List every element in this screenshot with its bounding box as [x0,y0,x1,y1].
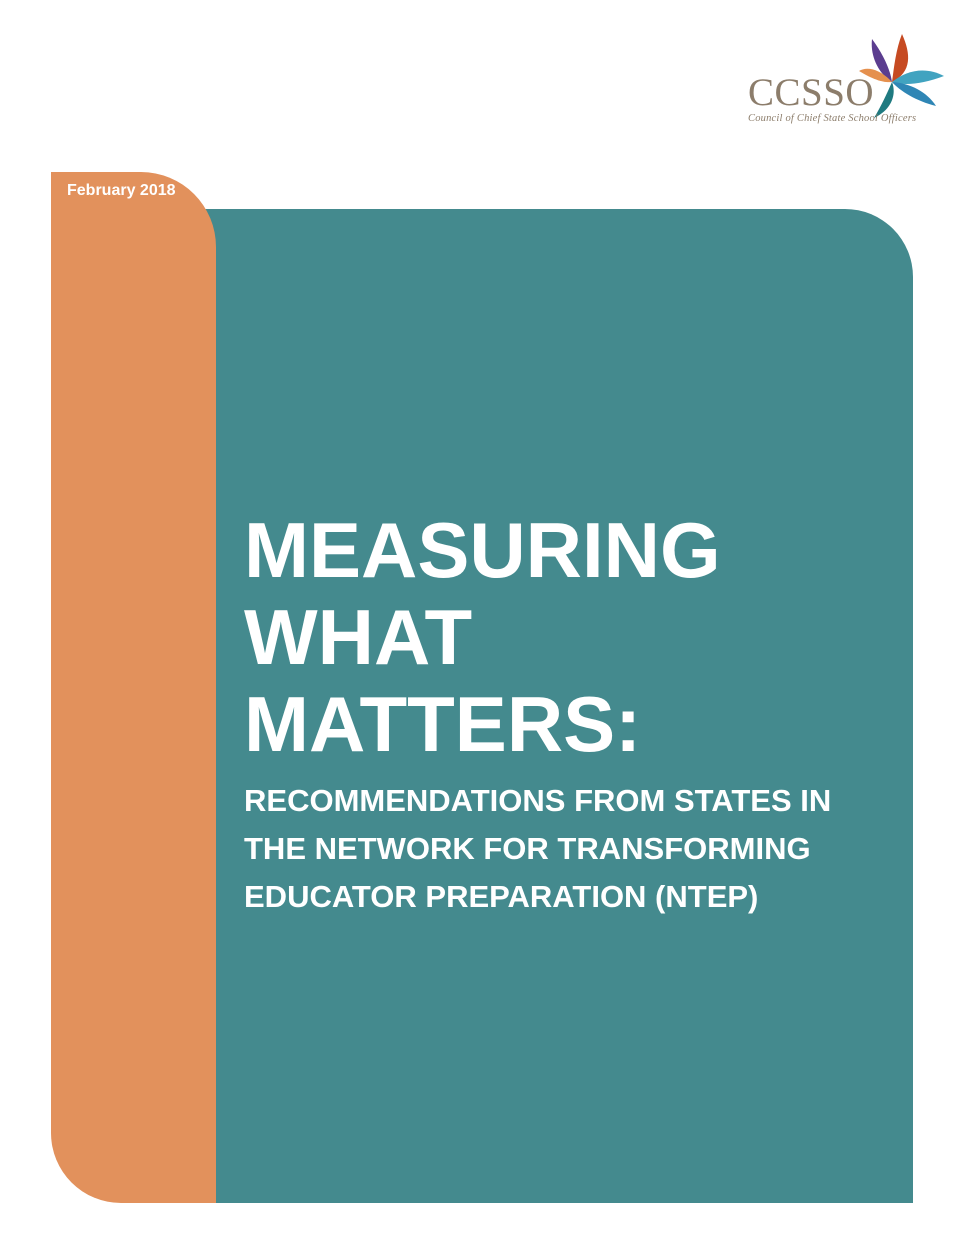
orange-accent-band [51,172,216,1203]
cover-title-line-3: MATTERS: [244,680,642,768]
ccsso-logo-tagline: Council of Chief State School Officers [748,113,917,124]
publication-date-label: February 2018 [67,182,176,199]
teal-cover-panel [200,209,913,1203]
star-petal-lower-left-icon [874,82,894,118]
cover-subtitle-line-1: RECOMMENDATIONS FROM STATES IN [244,783,832,818]
cover-subtitle: RECOMMENDATIONS FROM STATES IN THE NETWO… [244,777,831,921]
cover-subtitle-line-2: THE NETWORK FOR TRANSFORMING [244,831,811,866]
star-petal-left-icon [859,68,892,83]
star-petal-right-icon [892,70,944,84]
cover-title: MEASURING WHAT MATTERS: [244,507,721,768]
cover-title-line-1: MEASURING [244,506,721,594]
cover-title-line-2: WHAT [244,593,473,681]
ccsso-logo-wordmark: CCSSO [748,71,875,114]
pinwheel-star-icon [859,34,944,118]
ccsso-logo: CCSSO Council of Chief State School Offi… [0,0,972,150]
star-petal-lower-right-icon [892,82,936,106]
cover-subtitle-line-3: EDUCATOR PREPARATION (NTEP) [244,879,759,914]
star-petal-up-icon [871,39,892,82]
star-petal-upper-right-icon [892,34,909,82]
